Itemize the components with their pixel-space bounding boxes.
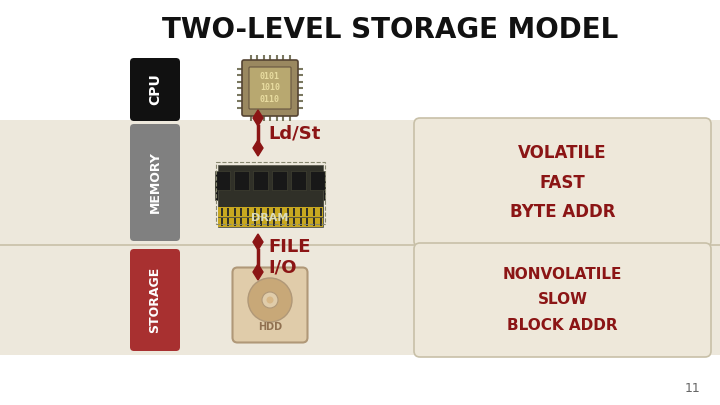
Circle shape (262, 292, 278, 308)
Bar (313, 218, 315, 226)
Bar (300, 208, 302, 216)
FancyBboxPatch shape (130, 58, 180, 121)
Bar (217, 165, 323, 217)
Text: Ld/St: Ld/St (268, 124, 320, 142)
FancyBboxPatch shape (272, 181, 287, 200)
FancyBboxPatch shape (130, 124, 180, 241)
Bar (0, 120, 720, 245)
FancyBboxPatch shape (234, 171, 249, 190)
Text: HDD: HDD (258, 322, 282, 333)
Text: BYTE ADDR: BYTE ADDR (510, 203, 616, 221)
FancyBboxPatch shape (291, 171, 306, 190)
Bar (217, 207, 323, 217)
Bar (227, 208, 229, 216)
Bar (220, 208, 222, 216)
Bar (247, 218, 249, 226)
Text: BLOCK ADDR: BLOCK ADDR (507, 318, 618, 333)
Text: DRAM: DRAM (251, 213, 289, 223)
Bar (266, 208, 269, 216)
Bar (306, 208, 308, 216)
Bar (240, 218, 243, 226)
Bar (217, 217, 323, 227)
FancyBboxPatch shape (234, 181, 249, 200)
Bar (274, 218, 275, 226)
Bar (247, 208, 249, 216)
Bar (253, 208, 256, 216)
Polygon shape (253, 140, 263, 156)
Bar (300, 218, 302, 226)
FancyBboxPatch shape (249, 67, 291, 109)
Bar (234, 208, 235, 216)
Bar (280, 218, 282, 226)
Bar (287, 218, 289, 226)
FancyBboxPatch shape (414, 118, 711, 247)
Bar (306, 218, 308, 226)
Bar (220, 218, 222, 226)
Text: CPU: CPU (148, 73, 162, 105)
Text: 0101
1010
0110: 0101 1010 0110 (260, 72, 280, 104)
Bar (320, 218, 322, 226)
Polygon shape (253, 110, 263, 126)
FancyBboxPatch shape (291, 181, 306, 200)
Bar (266, 218, 269, 226)
Bar (274, 208, 275, 216)
Text: FAST: FAST (539, 173, 585, 192)
Text: TWO-LEVEL STORAGE MODEL: TWO-LEVEL STORAGE MODEL (162, 16, 618, 44)
Bar (0, 245, 720, 355)
Text: FILE
I/O: FILE I/O (268, 238, 310, 276)
Bar (320, 208, 322, 216)
FancyBboxPatch shape (215, 181, 230, 200)
Text: SLOW: SLOW (538, 292, 588, 307)
FancyBboxPatch shape (130, 249, 180, 351)
FancyBboxPatch shape (233, 267, 307, 343)
Bar (287, 208, 289, 216)
Bar (215, 162, 325, 224)
Bar (217, 175, 323, 227)
Text: VOLATILE: VOLATILE (518, 144, 607, 162)
Circle shape (248, 278, 292, 322)
Polygon shape (253, 264, 263, 280)
Polygon shape (253, 234, 263, 250)
FancyBboxPatch shape (272, 171, 287, 190)
FancyBboxPatch shape (242, 60, 298, 116)
Bar (227, 218, 229, 226)
Text: STORAGE: STORAGE (148, 267, 161, 333)
Bar (240, 208, 243, 216)
Bar (313, 208, 315, 216)
Bar (253, 218, 256, 226)
Text: NONVOLATILE: NONVOLATILE (503, 267, 622, 282)
FancyBboxPatch shape (253, 171, 268, 190)
FancyBboxPatch shape (215, 171, 230, 190)
Text: 11: 11 (684, 382, 700, 395)
Bar (260, 208, 262, 216)
FancyBboxPatch shape (310, 181, 325, 200)
Bar (234, 218, 235, 226)
Text: MEMORY: MEMORY (148, 151, 161, 213)
FancyBboxPatch shape (310, 171, 325, 190)
Bar (293, 218, 295, 226)
Bar (260, 218, 262, 226)
FancyBboxPatch shape (253, 181, 268, 200)
Bar (293, 208, 295, 216)
Bar (280, 208, 282, 216)
Circle shape (266, 296, 274, 303)
FancyBboxPatch shape (414, 243, 711, 357)
